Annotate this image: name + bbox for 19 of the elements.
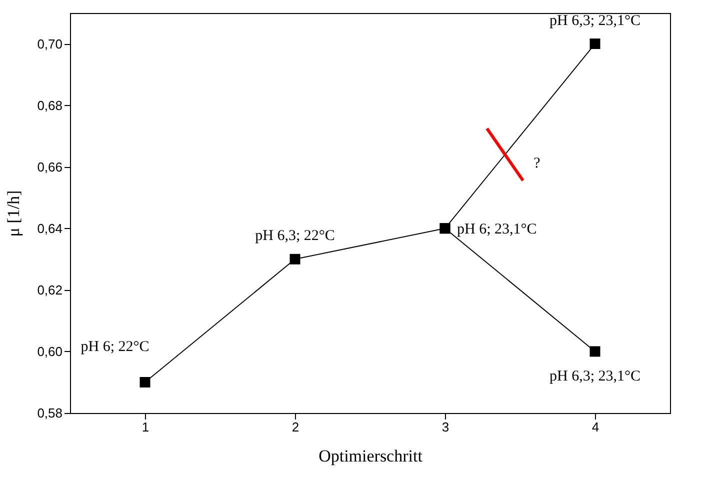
annotation: pH 6; 23,1°C xyxy=(457,221,537,238)
annotation: pH 6; 22°C xyxy=(80,339,150,356)
x-tick-label: 1 xyxy=(142,420,150,434)
y-tick-label: 0,58 xyxy=(37,406,62,420)
y-axis-title: μ [1/h] xyxy=(4,190,24,237)
y-tick-label: 0,62 xyxy=(37,282,62,298)
annotation: pH 6,3; 23,1°C xyxy=(549,368,641,384)
annotation: pH 6,3; 22°C xyxy=(255,228,335,244)
x-tick-label: 4 xyxy=(592,420,600,434)
x-tick-label: 3 xyxy=(442,420,450,434)
y-tick-label: 0,68 xyxy=(37,98,62,113)
x-axis-title: Optimierschritt xyxy=(318,446,423,466)
x-tick-label: 2 xyxy=(292,420,300,434)
annotation: pH 6,3; 23,1°C xyxy=(549,12,641,29)
y-tick-label: 0,60 xyxy=(37,344,62,359)
y-tick-label: 0,66 xyxy=(37,159,62,174)
y-tick-label: 0,64 xyxy=(37,220,62,236)
annotation: ? xyxy=(534,156,541,172)
y-tick-label: 0,70 xyxy=(37,36,62,52)
